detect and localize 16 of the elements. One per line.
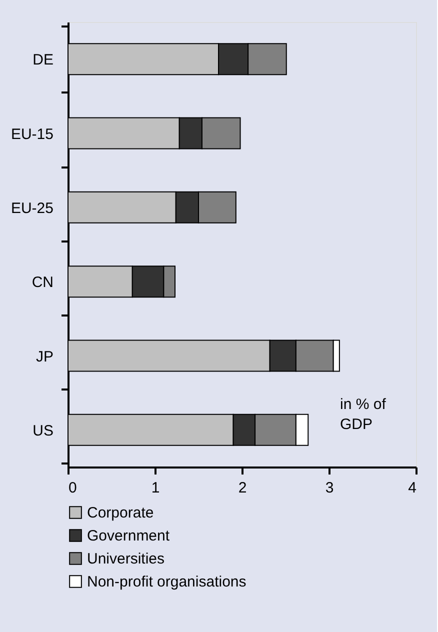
y-tick-label: EU-25 (10, 200, 54, 217)
y-tick-label: DE (32, 52, 54, 69)
x-tick-label: 1 (151, 480, 160, 496)
annotation: in % of GDP (340, 396, 387, 433)
y-tick-label: EU-15 (10, 126, 54, 143)
y-tick-label: CN (32, 274, 54, 292)
x-tick-label: 3 (325, 480, 334, 496)
legend-label: Universities (87, 550, 165, 568)
y-tick-label: US (32, 422, 54, 440)
x-tick-label: 4 (408, 480, 416, 496)
x-tick-label: 0 (68, 480, 77, 496)
legend-label: Corporate (87, 504, 154, 522)
legend-label: Non-profit organisations (87, 574, 246, 590)
y-tick-label: JP (36, 348, 54, 366)
x-tick-label: 2 (238, 480, 247, 496)
legend-label: Government (87, 528, 170, 544)
